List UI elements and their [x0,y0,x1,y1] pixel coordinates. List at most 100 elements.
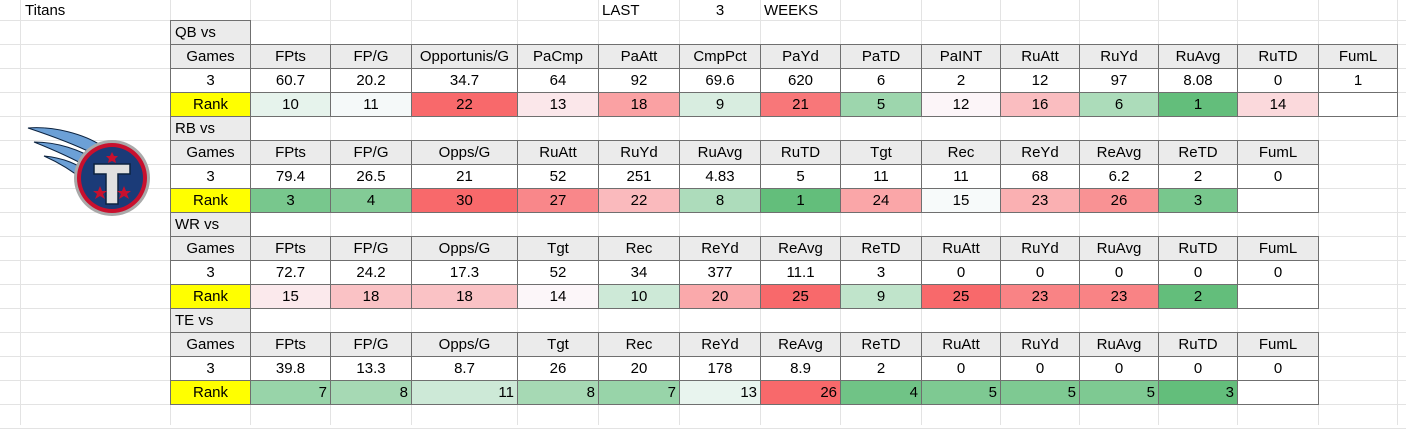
rank-value: 21 [760,92,841,117]
stat-value: 8.9 [760,356,841,381]
period-label: LAST [602,1,640,19]
column-header: FumL [1237,236,1319,261]
stat-value: 0 [1237,356,1319,381]
stat-value: 26.5 [330,164,412,189]
rank-value: 10 [250,92,331,117]
column-header: RuYd [1000,332,1080,357]
rank-value: 24 [840,188,922,213]
column-header: RuAvg [1158,44,1238,69]
rank-label: Rank [170,284,251,309]
stat-value: 17.3 [411,260,518,285]
stat-value: 21 [411,164,518,189]
team-name: Titans [25,1,66,19]
rank-value: 13 [517,92,599,117]
stat-value: 0 [1000,260,1080,285]
stat-value: 68 [1000,164,1080,189]
stat-value: 6.2 [1079,164,1159,189]
team-logo [27,127,150,216]
stat-value: 4.83 [679,164,761,189]
stat-value: 72.7 [250,260,331,285]
column-header: RuTD [760,140,841,165]
stat-value: 60.7 [250,68,331,93]
column-header: RuYd [1079,44,1159,69]
column-header: PaYd [760,44,841,69]
rank-value: 5 [1000,380,1080,405]
stat-value: 13.3 [330,356,412,381]
column-header: ReAvg [760,236,841,261]
column-header: FPts [250,44,331,69]
rank-value: 22 [598,188,680,213]
empty-cell [1237,188,1319,213]
stat-value: 11 [840,164,922,189]
stat-value: 2 [1158,164,1238,189]
column-header: Games [170,332,251,357]
stat-value: 3 [170,164,251,189]
rank-value: 11 [411,380,518,405]
rank-value: 27 [517,188,599,213]
column-header: FP/G [330,140,412,165]
column-header: Opps/G [411,236,518,261]
period-value: 3 [715,1,725,19]
column-header: FPts [250,236,331,261]
rank-value: 15 [250,284,331,309]
section-label: RB vs [170,116,251,141]
stat-value: 0 [1079,260,1159,285]
rank-value: 7 [598,380,680,405]
stat-value: 52 [517,164,599,189]
column-header: ReTD [1158,140,1238,165]
rank-value: 3 [1158,188,1238,213]
column-header: RuAtt [921,236,1001,261]
stat-value: 12 [1000,68,1080,93]
column-header: RuAtt [1000,44,1080,69]
column-header: Rec [598,332,680,357]
rank-value: 20 [679,284,761,309]
section-label: WR vs [170,212,251,237]
stat-value: 24.2 [330,260,412,285]
column-header: PaTD [840,44,922,69]
rank-value: 2 [1158,284,1238,309]
stat-value: 92 [598,68,680,93]
rank-value: 13 [679,380,761,405]
stat-value: 0 [1237,260,1319,285]
column-header: ReYd [679,332,761,357]
column-header: Games [170,44,251,69]
rank-value: 26 [1079,188,1159,213]
period-unit: WEEKS [764,1,819,19]
stat-value: 0 [1000,356,1080,381]
column-header: FP/G [330,44,412,69]
stat-value: 11 [921,164,1001,189]
column-header: RuAtt [921,332,1001,357]
stat-value: 620 [760,68,841,93]
column-header: RuTD [1158,236,1238,261]
column-header: ReAvg [760,332,841,357]
rank-value: 9 [679,92,761,117]
rank-value: 25 [921,284,1001,309]
column-header: Rec [921,140,1001,165]
rank-value: 10 [598,284,680,309]
rank-value: 23 [1079,284,1159,309]
rank-value: 12 [921,92,1001,117]
column-header: Opportunis/G [411,44,518,69]
stat-value: 20.2 [330,68,412,93]
rank-value: 3 [250,188,331,213]
stat-value: 0 [1237,68,1319,93]
rank-value: 14 [1237,92,1319,117]
rank-value: 18 [598,92,680,117]
stat-value: 64 [517,68,599,93]
rank-value: 26 [760,380,841,405]
stat-value: 3 [170,260,251,285]
stat-value: 0 [1237,164,1319,189]
rank-value: 22 [411,92,518,117]
column-header: RuTD [1237,44,1319,69]
empty-cell [1237,380,1319,405]
column-header: PaCmp [517,44,599,69]
stat-value: 0 [921,356,1001,381]
column-header: Rec [598,236,680,261]
rank-value: 11 [330,92,412,117]
stat-value: 2 [921,68,1001,93]
rank-value: 7 [250,380,331,405]
rank-value: 4 [840,380,922,405]
stat-value: 251 [598,164,680,189]
column-header: FP/G [330,332,412,357]
